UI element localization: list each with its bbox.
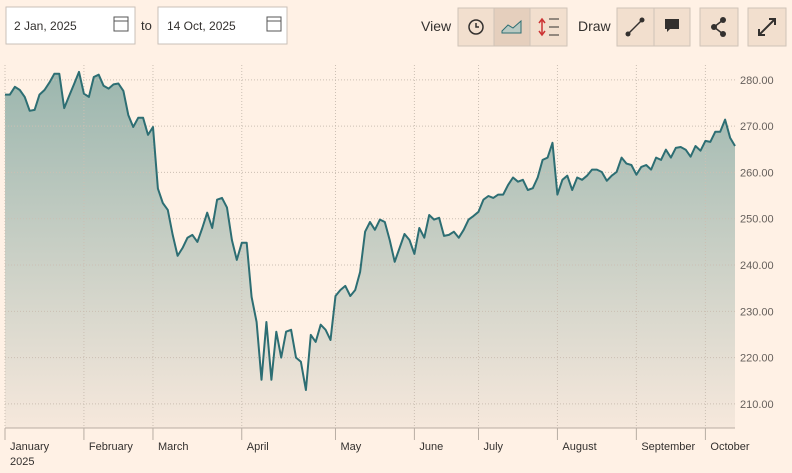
expand-icon — [758, 18, 776, 36]
x-tick-label: February — [89, 441, 134, 453]
y-tick-label: 240.00 — [740, 260, 774, 272]
area — [5, 71, 735, 429]
share-button[interactable] — [699, 7, 739, 47]
y-tick-label: 220.00 — [740, 353, 774, 365]
date-from[interactable]: 2 Jan, 2025 — [5, 6, 136, 45]
line-icon — [627, 19, 643, 35]
date-to[interactable]: 14 Oct, 2025 — [157, 6, 288, 45]
scale-button[interactable] — [529, 7, 568, 47]
calendar-icon — [113, 16, 129, 32]
x-tick-label: April — [247, 441, 269, 453]
date-from-text: 2 Jan, 2025 — [14, 19, 77, 33]
y-tick-label: 250.00 — [740, 214, 774, 226]
y-tick-label: 270.00 — [740, 121, 774, 133]
x-tick-label: May — [340, 441, 361, 453]
comment-icon — [665, 19, 679, 32]
scale-icon — [538, 17, 546, 37]
x-tick-label: September — [641, 441, 695, 453]
y-tick-label: 280.00 — [740, 75, 774, 87]
line — [5, 70, 736, 391]
clock-icon — [468, 19, 484, 35]
line-icon — [625, 31, 631, 37]
x-tick-label: October — [710, 441, 749, 453]
draw-label: Draw — [578, 18, 612, 34]
date-to-text: 14 Oct, 2025 — [167, 19, 236, 33]
share-icon — [720, 31, 726, 37]
share-icon — [711, 24, 717, 30]
year-label: 2025 — [10, 456, 34, 468]
expand-button[interactable] — [747, 7, 787, 47]
x-tick-label: January — [10, 441, 50, 453]
y-tick-label: 210.00 — [740, 399, 774, 411]
x-tick-label: July — [484, 441, 504, 453]
to-label: to — [141, 18, 152, 33]
view-label: View — [421, 18, 452, 34]
x-tick-label: June — [419, 441, 443, 453]
x-tick-label: March — [158, 441, 189, 453]
y-tick-label: 230.00 — [740, 306, 774, 318]
x-tick-label: August — [562, 441, 596, 453]
calendar-icon — [266, 16, 282, 32]
scale-icon — [549, 18, 559, 36]
clock-icon — [475, 23, 479, 28]
share-icon — [720, 17, 726, 23]
y-tick-label: 260.00 — [740, 167, 774, 179]
line-icon — [639, 17, 645, 23]
area-icon — [501, 19, 522, 34]
